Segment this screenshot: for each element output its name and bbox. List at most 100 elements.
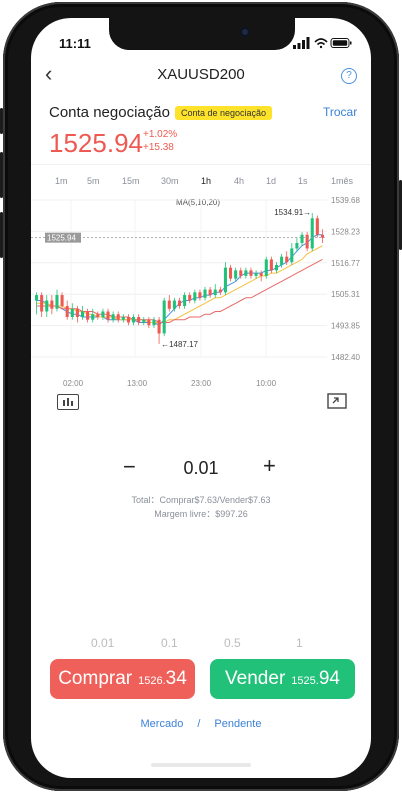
timeframe-tabs: 1m 5m 15m 30m 1h 4h 1d 1s 1mês: [31, 176, 371, 194]
candle-up: [80, 311, 85, 317]
account-badge: Conta de negociação: [175, 106, 273, 120]
change-percent: +1.02%: [143, 129, 178, 140]
candle-up: [203, 289, 207, 298]
candle-up: [45, 300, 49, 312]
signal-icon: [293, 37, 310, 49]
candle-down: [285, 256, 289, 263]
sell-label: Vender: [225, 668, 286, 689]
x-tick: 02:00: [63, 379, 84, 388]
tab-1mes[interactable]: 1mês: [331, 176, 354, 186]
y-axis-labels: 1539.68 1528.23 1516.77 1505.31 1493.85 …: [331, 196, 360, 362]
candle-down: [239, 270, 243, 276]
high-price-label: 1534.91→: [274, 208, 311, 217]
preset-1[interactable]: 1: [296, 636, 303, 650]
sell-button[interactable]: Vender 1525. 94: [210, 659, 355, 699]
candle-down: [188, 295, 192, 301]
bar-chart-icon[interactable]: [57, 394, 79, 410]
candle-down: [65, 306, 69, 317]
ma-indicator-label: MA(5,10,20): [176, 198, 220, 207]
candle-up: [234, 270, 238, 279]
candle-down: [167, 300, 171, 309]
switch-account-link[interactable]: Trocar: [323, 105, 358, 119]
tab-4h[interactable]: 4h: [234, 176, 245, 186]
buy-button[interactable]: Comprar 1526. 34: [50, 659, 195, 699]
y-tick: 1493.85: [331, 322, 360, 331]
divider: [31, 164, 371, 165]
candle-down: [269, 259, 273, 271]
candle-down: [218, 289, 222, 293]
x-tick: 23:00: [191, 379, 212, 388]
ma-line-1: [36, 245, 323, 323]
candle-up: [280, 256, 284, 265]
chevron-left-icon[interactable]: ‹: [45, 61, 53, 86]
candle-up: [254, 273, 258, 276]
question-circle-icon[interactable]: ?: [341, 68, 357, 84]
candle-up: [193, 292, 197, 301]
x-tick: 10:00: [256, 379, 277, 388]
candle-up: [70, 308, 74, 317]
status-time: 11:11: [59, 36, 91, 51]
candle-up: [244, 270, 248, 276]
current-price: 1525.94: [49, 128, 143, 158]
candle-down: [229, 267, 233, 279]
low-price-label: ←1487.17: [161, 340, 198, 349]
battery-icon: [330, 38, 352, 48]
candle-up: [295, 242, 299, 249]
candle-down: [126, 316, 130, 323]
preset-0-5[interactable]: 0.5: [224, 636, 241, 650]
x-tick: 13:00: [127, 379, 148, 388]
candle-up: [300, 234, 304, 243]
candle-down: [198, 292, 202, 298]
app-screen: 11:11 ‹ XAUUSD200 ? Conta negociação Con…: [31, 18, 371, 778]
order-type-links: Mercado / Pendente: [31, 718, 371, 730]
tab-15m[interactable]: 15m: [122, 176, 140, 186]
candle-up: [223, 267, 227, 293]
buy-price-small: 1526.: [138, 675, 166, 687]
preset-0-1[interactable]: 0.1: [161, 636, 178, 650]
quantity-increase-button[interactable]: +: [263, 453, 276, 478]
quantity-value[interactable]: 0.01: [183, 458, 219, 478]
candle-down: [60, 295, 64, 307]
x-axis-labels: 02:00 13:00 23:00 10:00: [63, 379, 277, 388]
tab-30m[interactable]: 30m: [161, 176, 179, 186]
price-chart[interactable]: MA(5,10,20) 1525.94 1534.91→ ←1487.17 15…: [31, 190, 371, 390]
fullscreen-icon[interactable]: [327, 393, 347, 414]
candle-up: [172, 300, 176, 309]
volume-down-button: [0, 212, 3, 258]
y-tick: 1505.31: [331, 290, 360, 299]
market-order-link[interactable]: Mercado: [140, 718, 184, 730]
candle-up: [142, 319, 146, 323]
candle-down: [305, 234, 309, 249]
tab-1d[interactable]: 1d: [266, 176, 277, 186]
candle-down: [315, 218, 319, 235]
candle-up: [121, 316, 125, 320]
preset-0-01[interactable]: 0.01: [91, 636, 115, 650]
tab-1m[interactable]: 1m: [55, 176, 68, 186]
quantity-decrease-button[interactable]: −: [123, 454, 136, 479]
candle-down: [320, 234, 324, 238]
candle-up: [55, 295, 59, 309]
pending-order-link[interactable]: Pendente: [214, 718, 262, 730]
y-tick: 1516.77: [331, 259, 360, 268]
current-price-tag: 1525.94: [47, 234, 76, 243]
tab-1h[interactable]: 1h: [201, 176, 212, 186]
candle-down: [86, 311, 90, 320]
tab-5m[interactable]: 5m: [87, 176, 100, 186]
mute-switch: [0, 108, 3, 134]
candle-down: [50, 300, 54, 309]
buy-price-big: 34: [165, 668, 187, 689]
free-margin: Margem livre：$997.26: [154, 509, 248, 519]
moving-averages: [36, 234, 323, 326]
tab-1s[interactable]: 1s: [298, 176, 308, 186]
candle-up: [183, 295, 187, 307]
candle-up: [274, 264, 279, 271]
y-tick: 1528.23: [331, 227, 360, 236]
separator: /: [197, 718, 201, 730]
candle-down: [137, 316, 141, 323]
candle-up: [290, 248, 294, 263]
candle-down: [249, 270, 253, 276]
candle-down: [96, 314, 100, 317]
candle-down: [259, 273, 263, 276]
home-indicator[interactable]: [151, 763, 251, 767]
wifi-icon: [314, 38, 328, 49]
